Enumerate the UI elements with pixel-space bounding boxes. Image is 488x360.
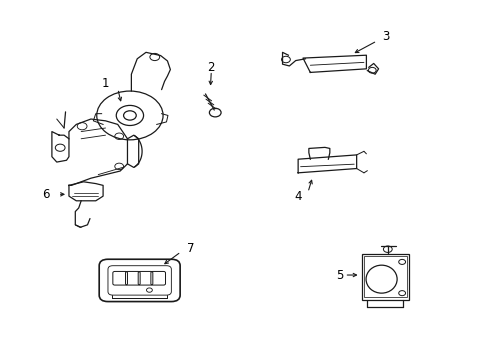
Text: 6: 6: [41, 188, 49, 201]
Text: 1: 1: [102, 77, 109, 90]
Text: 5: 5: [335, 269, 343, 282]
Bar: [361, 253, 408, 300]
Text: 2: 2: [207, 60, 215, 73]
Text: 3: 3: [382, 30, 389, 43]
Text: 4: 4: [294, 190, 301, 203]
Text: 7: 7: [187, 242, 194, 255]
Bar: [363, 256, 406, 297]
